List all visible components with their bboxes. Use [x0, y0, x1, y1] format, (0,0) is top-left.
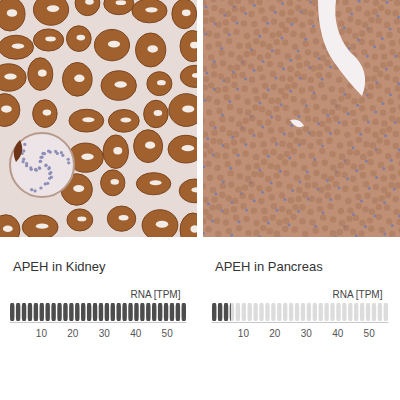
svg-text:20: 20 — [67, 328, 79, 339]
svg-text:50: 50 — [364, 328, 376, 339]
svg-text:APEH in Pancreas: APEH in Pancreas — [215, 259, 323, 274]
svg-text:30: 30 — [301, 328, 313, 339]
svg-text:40: 40 — [130, 328, 142, 339]
svg-text:APEH in Kidney: APEH in Kidney — [13, 259, 106, 274]
svg-text:50: 50 — [162, 328, 174, 339]
svg-text:10: 10 — [238, 328, 250, 339]
svg-text:30: 30 — [99, 328, 111, 339]
svg-text:40: 40 — [332, 328, 344, 339]
svg-text:RNA [TPM]: RNA [TPM] — [130, 289, 180, 300]
svg-text:20: 20 — [269, 328, 281, 339]
svg-text:10: 10 — [36, 328, 48, 339]
svg-text:RNA [TPM]: RNA [TPM] — [332, 289, 382, 300]
